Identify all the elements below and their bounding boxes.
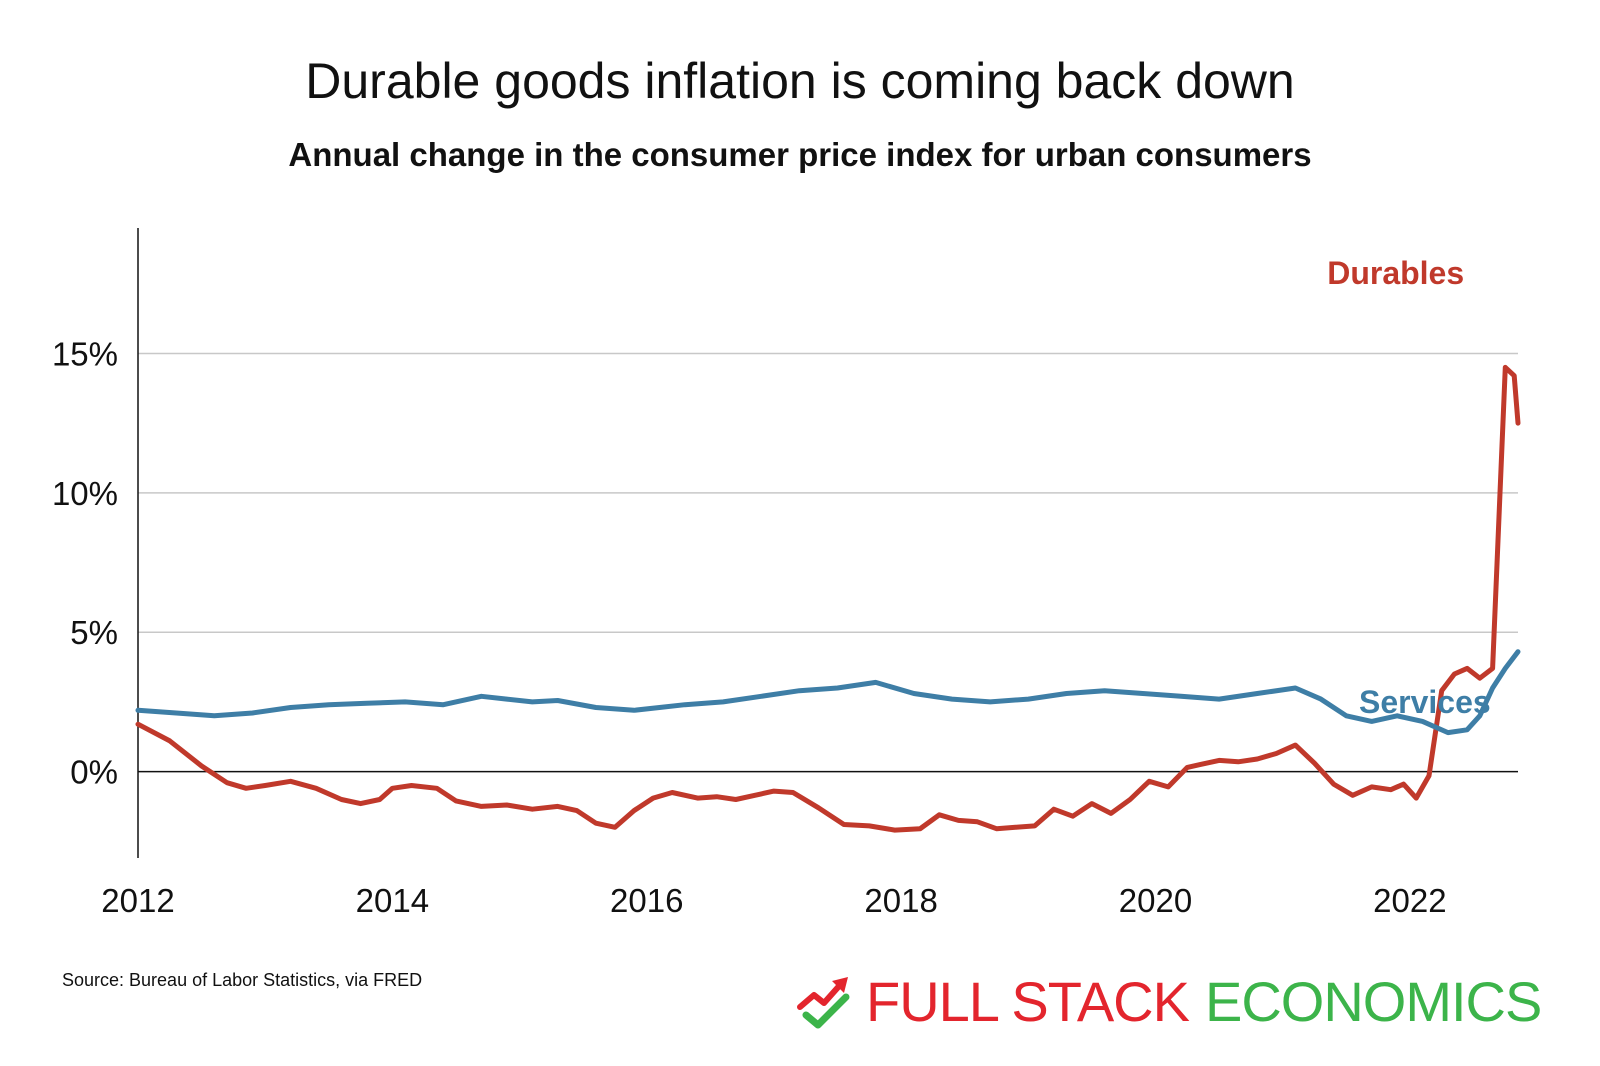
x-tick-label: 2018 — [864, 882, 937, 919]
brand-word-economics: ECONOMICS — [1204, 969, 1542, 1033]
y-tick-label: 5% — [70, 614, 118, 651]
series-line-durables — [135, 364, 1521, 833]
x-tick-label: 2022 — [1373, 882, 1446, 919]
chart-subtitle: Annual change in the consumer price inde… — [288, 136, 1312, 173]
y-tick-label: 15% — [52, 335, 118, 372]
trend-arrow-check-icon — [797, 977, 850, 1029]
series-label-services: Services — [1359, 684, 1491, 720]
y-tick-label: 0% — [70, 754, 118, 791]
x-tick-label: 2016 — [610, 882, 683, 919]
brand-logo: FULL STACK ECONOMICS — [796, 966, 1542, 1036]
x-tick-label: 2012 — [101, 882, 174, 919]
x-tick-label: 2014 — [356, 882, 429, 919]
source-note: Source: Bureau of Labor Statistics, via … — [62, 970, 423, 990]
series-label-durables: Durables — [1327, 255, 1464, 291]
y-tick-label: 10% — [52, 475, 118, 512]
series-line-services — [135, 649, 1521, 736]
brand-word-full-stack: FULL STACK — [866, 969, 1190, 1033]
x-tick-label: 2020 — [1119, 882, 1192, 919]
chart-title: Durable goods inflation is coming back d… — [305, 53, 1295, 109]
